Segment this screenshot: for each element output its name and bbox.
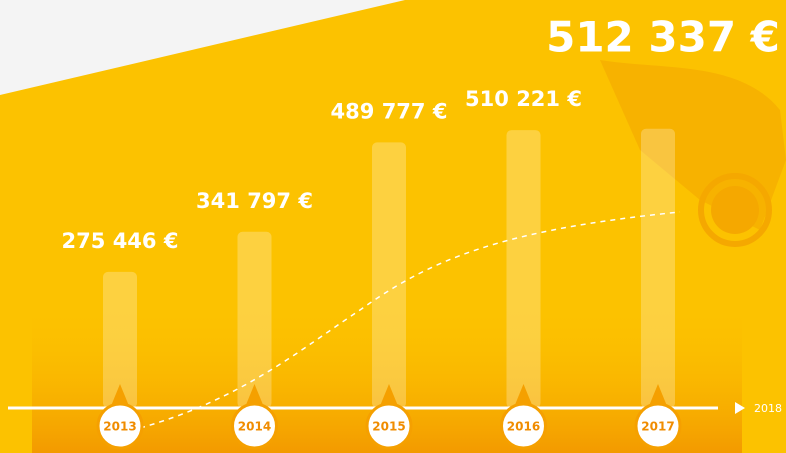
coin-icon-inner <box>711 186 759 234</box>
x-tick-label: 2017 <box>641 420 674 434</box>
year-badge <box>500 402 547 450</box>
year-badge <box>231 402 278 450</box>
bar <box>103 271 137 408</box>
headline-value-label: 512 337 € <box>546 13 780 62</box>
x-tick-label: 2014 <box>238 420 271 434</box>
value-label: 510 221 € <box>465 87 582 111</box>
x-tick-label: 2015 <box>372 420 405 434</box>
value-label: 489 777 € <box>331 99 448 123</box>
year-pin <box>649 384 667 406</box>
axis-end-label: 2018 <box>754 402 782 415</box>
corner-shape <box>0 0 405 95</box>
year-pin <box>111 384 129 406</box>
coin-icon <box>698 173 772 247</box>
value-label: 341 797 € <box>196 189 313 213</box>
year-badge <box>96 402 144 450</box>
year-badge <box>365 402 413 450</box>
year-badge <box>634 402 682 450</box>
bar <box>641 128 675 408</box>
bar <box>506 130 541 408</box>
value-label: 275 446 € <box>62 229 179 253</box>
year-pin <box>514 384 533 406</box>
bar <box>237 231 272 408</box>
x-tick-label: 2016 <box>507 420 540 434</box>
year-pin <box>245 384 264 406</box>
year-pin <box>380 384 398 406</box>
x-tick-label: 2013 <box>103 420 136 434</box>
bar <box>372 142 406 408</box>
timeline-arrow <box>735 402 745 414</box>
